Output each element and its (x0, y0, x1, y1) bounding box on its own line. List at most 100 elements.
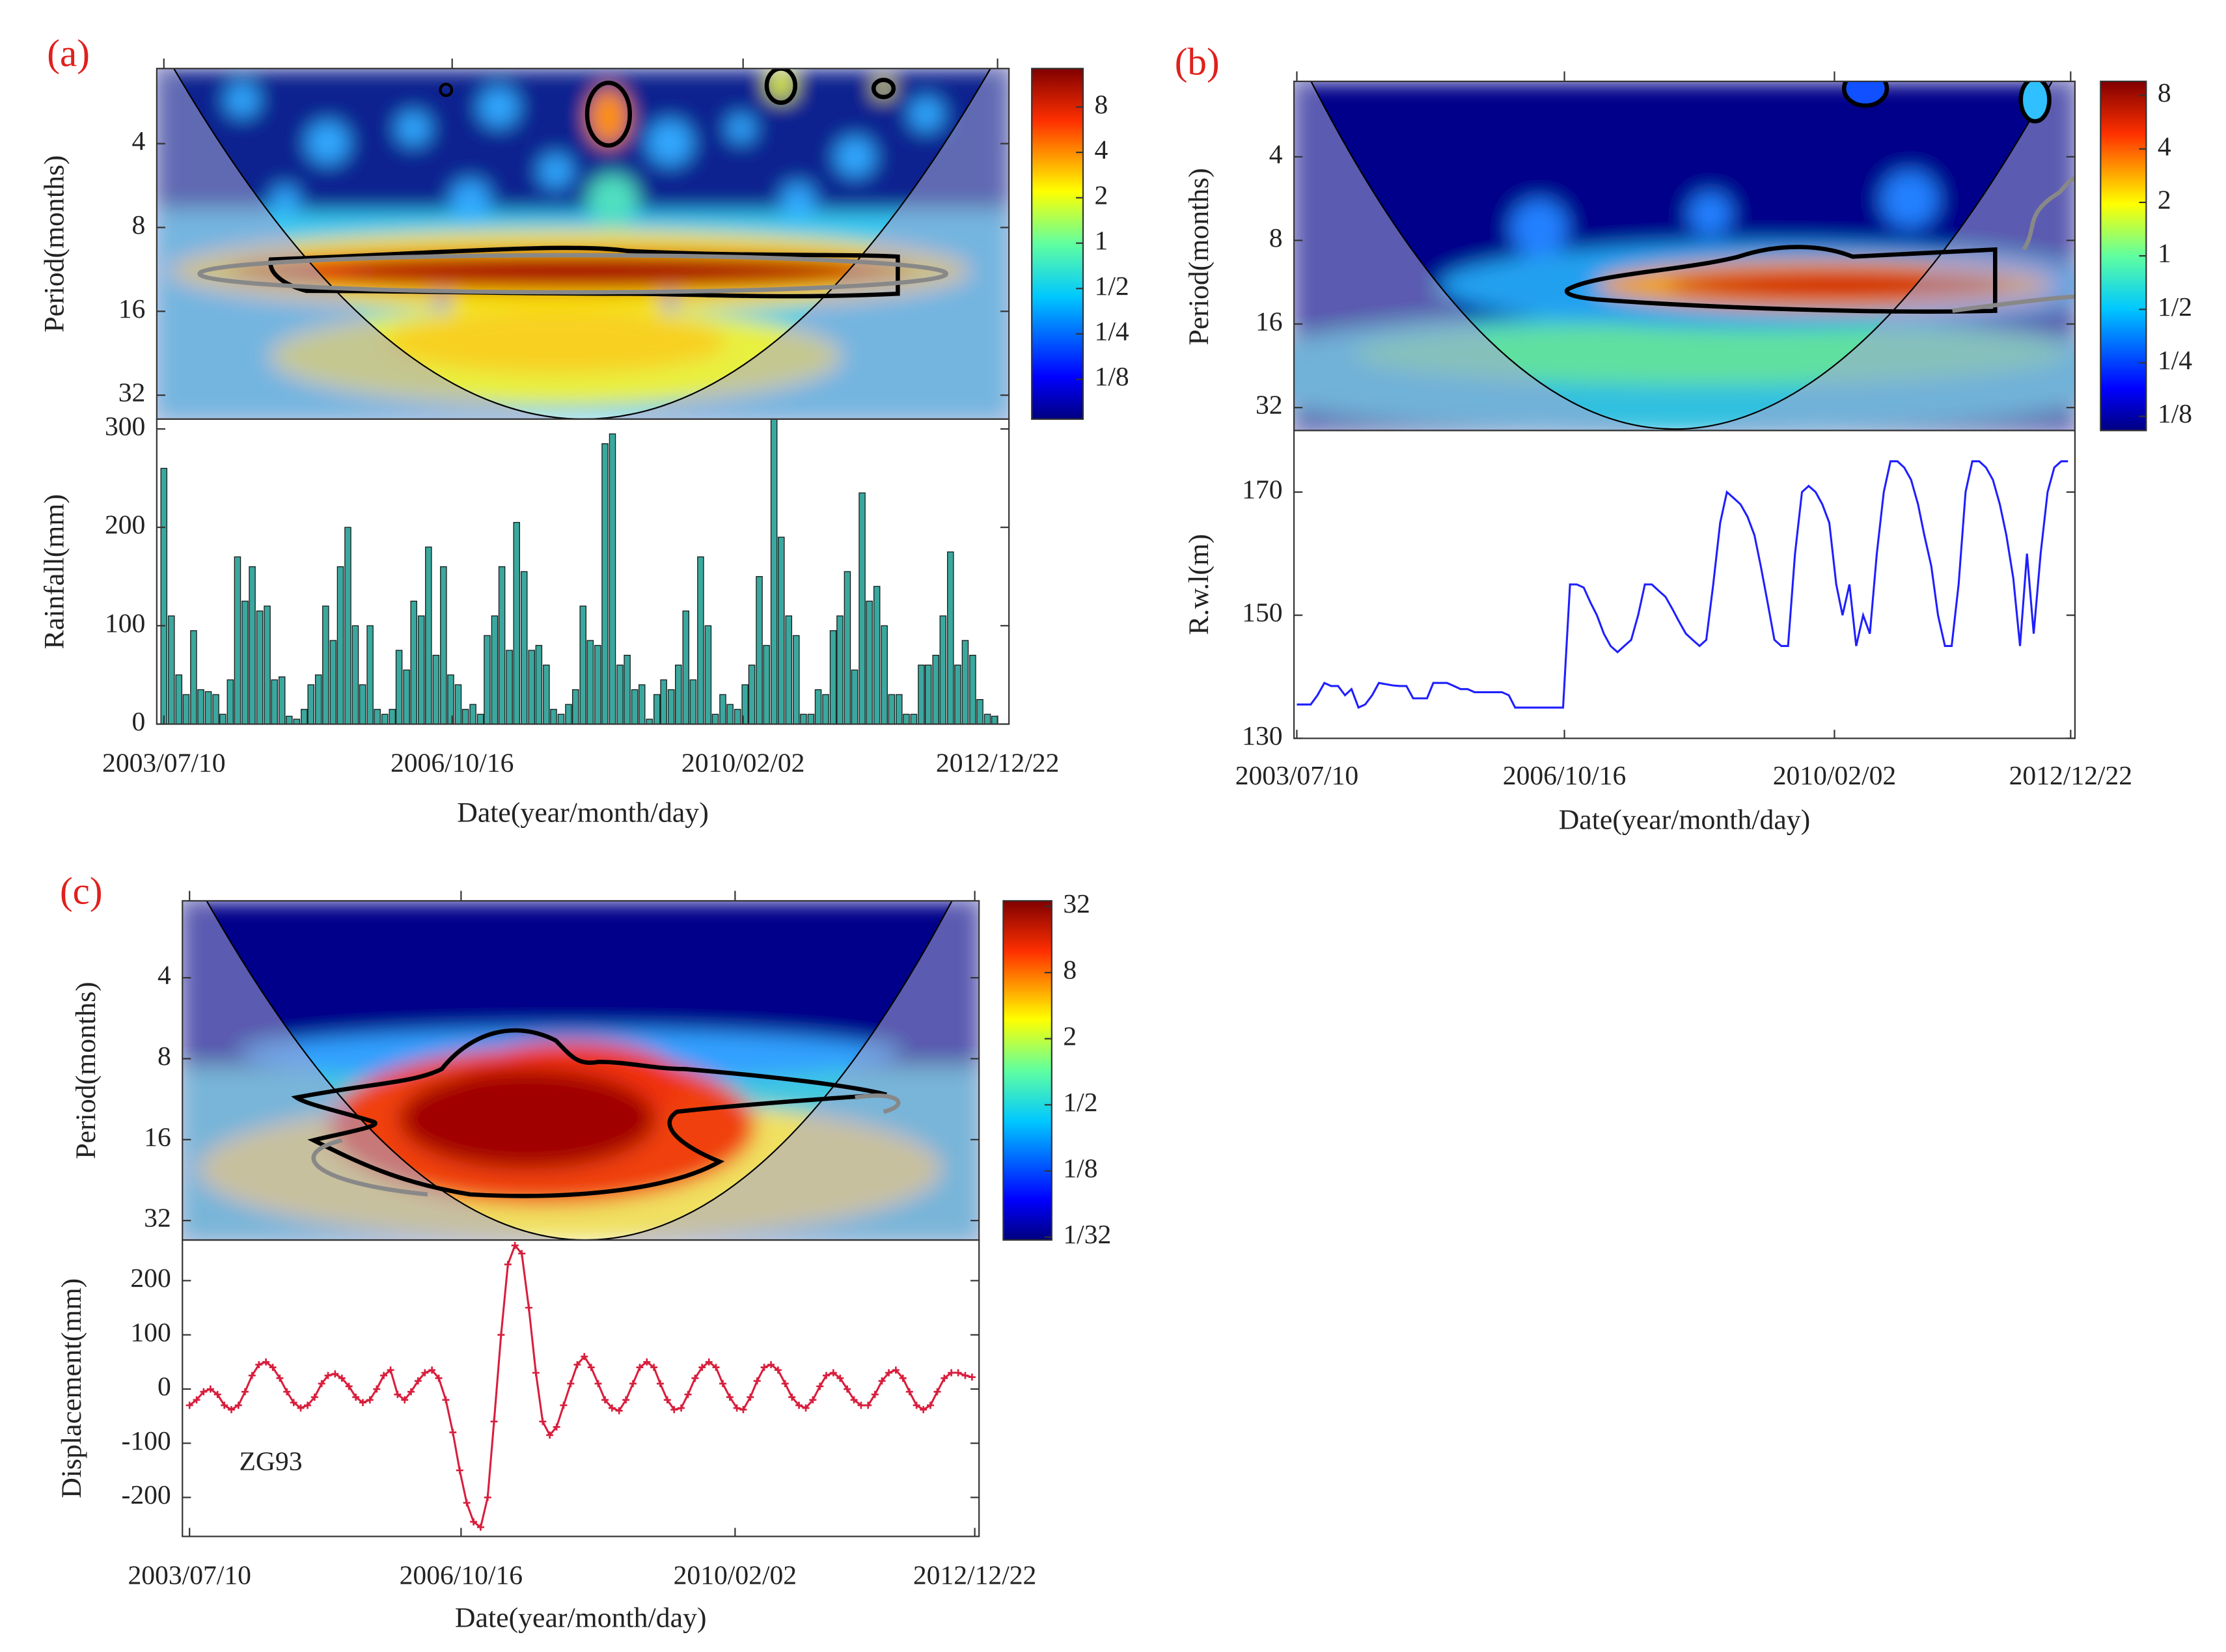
marker (905, 1388, 913, 1396)
marker (822, 1371, 830, 1379)
bar (667, 689, 675, 725)
bar (770, 419, 778, 725)
marker (352, 1394, 360, 1401)
bar (829, 630, 837, 725)
wavelet-a-shape (434, 296, 449, 311)
marker (449, 1429, 457, 1437)
bar (301, 709, 308, 725)
marker (435, 1374, 443, 1382)
bar (594, 644, 601, 725)
bar (726, 704, 734, 725)
bar (947, 551, 954, 725)
bar (476, 713, 484, 725)
bar (763, 644, 770, 725)
colorbar-tick-label: 4 (2158, 131, 2171, 161)
marker (297, 1404, 305, 1412)
bar (660, 679, 667, 725)
wavelet-a (156, 68, 1010, 419)
panel-label: (a) (47, 31, 90, 74)
bar (924, 665, 932, 725)
marker (663, 1396, 671, 1404)
bar (646, 719, 653, 725)
bar (704, 625, 712, 725)
wavelet-a-shape (647, 120, 693, 166)
marker (283, 1388, 291, 1396)
bar (212, 694, 219, 725)
marker (573, 1361, 581, 1369)
y-tick-label: 100 (130, 1317, 171, 1347)
bar (374, 709, 381, 725)
marker (691, 1374, 699, 1382)
marker (255, 1361, 263, 1369)
bar (337, 566, 344, 725)
colorbar-tick-label: 4 (1095, 135, 1108, 165)
marker (560, 1401, 568, 1409)
marker (581, 1353, 588, 1360)
wavelet-a-shape (156, 68, 1010, 212)
bar (976, 699, 983, 725)
wavelet-a-shape (225, 83, 260, 117)
y-tick-label: 0 (132, 706, 146, 736)
bar (197, 689, 204, 725)
wavelet-b-shape (1841, 81, 1889, 108)
colorbar-tick-label: 1/8 (1095, 361, 1129, 391)
wavelet-a-shape (385, 310, 727, 374)
marker (497, 1331, 505, 1339)
data-line (189, 1243, 972, 1529)
marker (366, 1396, 374, 1404)
bar (639, 684, 646, 725)
marker (476, 1523, 484, 1531)
wavelet-a-shape (478, 87, 519, 128)
y-tick-label: 170 (1242, 475, 1282, 504)
bar (182, 694, 190, 725)
marker (753, 1377, 761, 1384)
marker (678, 1404, 685, 1412)
colorbar-tick-label: 2 (2158, 184, 2171, 214)
bar (256, 610, 264, 725)
bar (520, 571, 528, 725)
bar (616, 665, 624, 725)
plot-frame (156, 418, 1010, 725)
wavelet-c-shape (182, 900, 980, 1241)
colorbar (2100, 80, 2147, 432)
wavelet-b-shape (1564, 245, 1998, 314)
marker (206, 1385, 214, 1393)
x-tick-label: 2012/12/22 (936, 747, 1060, 777)
wavelet-a-shape (156, 68, 1010, 419)
bar (484, 635, 491, 725)
bar (631, 689, 639, 725)
marker (504, 1261, 512, 1268)
bar (807, 713, 815, 725)
bar (410, 600, 417, 725)
wavelet-a-shape (726, 114, 756, 143)
y-tick-label: 32 (118, 378, 146, 407)
bar (719, 694, 726, 725)
bar (851, 669, 859, 725)
bar (653, 694, 661, 725)
bar (557, 713, 565, 725)
bar (366, 625, 374, 725)
marker (712, 1364, 720, 1371)
marker (532, 1369, 540, 1377)
bar (954, 665, 961, 725)
bar (565, 704, 572, 725)
bar (601, 443, 609, 725)
wavelet-b-shape (1510, 199, 1568, 257)
bar (910, 713, 918, 725)
marker (401, 1396, 409, 1404)
wavelet-a-shape (439, 83, 454, 98)
bar (219, 713, 227, 725)
colorbar-tick-label: 1/4 (1095, 316, 1129, 346)
y-tick-label: 200 (130, 1263, 171, 1293)
colorbar (1002, 900, 1052, 1241)
x-tick-label: 2010/02/02 (681, 747, 805, 777)
bar (440, 566, 447, 725)
x-tick-label: 2006/10/16 (1503, 760, 1627, 790)
marker (587, 1364, 595, 1371)
marker (470, 1518, 478, 1526)
bar (322, 605, 329, 725)
wavelet-a-shape (663, 296, 678, 311)
marker (795, 1401, 803, 1409)
marker (767, 1361, 775, 1369)
marker (546, 1431, 554, 1439)
